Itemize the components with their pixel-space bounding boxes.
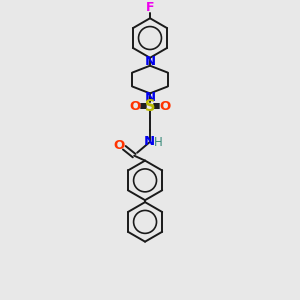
Text: O: O (114, 139, 125, 152)
Text: O: O (130, 100, 141, 113)
Text: O: O (159, 100, 170, 113)
Text: N: N (144, 55, 156, 68)
Text: S: S (145, 99, 155, 114)
Text: N: N (144, 91, 156, 104)
Text: H: H (154, 136, 162, 149)
Text: F: F (146, 1, 154, 14)
Text: N: N (143, 135, 155, 148)
